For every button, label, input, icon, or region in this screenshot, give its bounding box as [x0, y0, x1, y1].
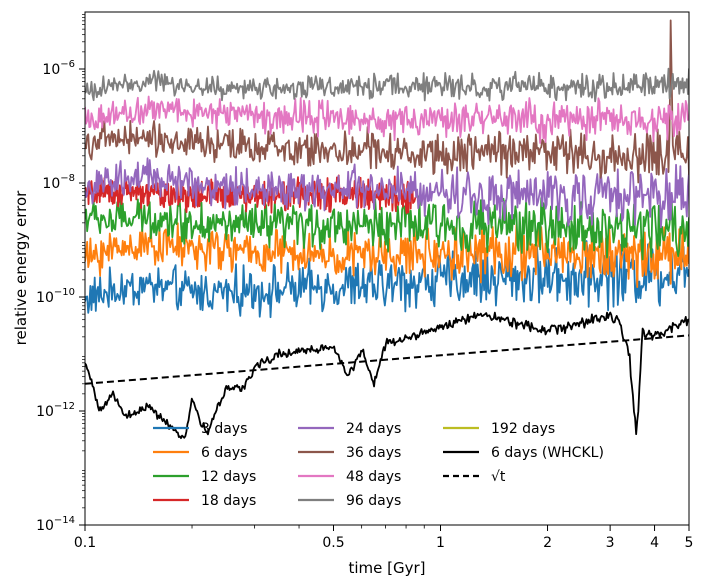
- x-tick-label: 4: [650, 535, 659, 551]
- y-tick-exponent: −6: [60, 59, 75, 70]
- x-axis-ticks: 0.1 0.5 1 2 3 4 5: [74, 525, 694, 551]
- legend-entry-12-days: 12 days: [153, 469, 256, 485]
- plot-frame: [84, 11, 690, 526]
- x-tick-label: 0.1: [74, 535, 96, 551]
- x-axis-label: time [Gyr]: [348, 559, 425, 577]
- y-tick-base: 10: [42, 62, 60, 78]
- x-tick-label: 0.5: [322, 535, 344, 551]
- series-line-18-days: [85, 174, 417, 215]
- legend-label: 96 days: [346, 493, 401, 509]
- legend-entry-48-days: 48 days: [298, 469, 401, 485]
- legend-label: 36 days: [346, 445, 401, 461]
- legend-label: 3 days: [201, 421, 247, 437]
- y-tick-base: 10: [42, 176, 60, 192]
- y-tick-base: 10: [36, 518, 54, 534]
- y-tick-exponent: −10: [54, 287, 75, 298]
- y-tick-exponent: −14: [54, 515, 75, 526]
- series-line-3-days: [85, 240, 689, 319]
- x-tick-label: 3: [606, 535, 615, 551]
- legend-label: 192 days: [491, 421, 555, 437]
- series-line-12-days: [85, 195, 689, 261]
- legend-entry-3-days: 3 days: [153, 421, 247, 437]
- legend-entry-6-days-whckl: 6 days (WHCKL): [443, 445, 604, 461]
- legend-entry-192-days: 192 days: [443, 421, 555, 437]
- legend-entry-t: √t: [443, 469, 506, 485]
- y-tick-exponent: −12: [54, 401, 75, 412]
- series-line-6-days-whckl: [85, 311, 689, 440]
- legend-entry-36-days: 36 days: [298, 445, 401, 461]
- legend-label: 6 days: [201, 445, 247, 461]
- legend-entry-24-days: 24 days: [298, 421, 401, 437]
- series-layer: [85, 19, 689, 440]
- y-tick-label: 10−12: [36, 401, 75, 420]
- x-tick-label: 1: [436, 535, 445, 551]
- y-tick-label: 10−8: [42, 173, 75, 192]
- y-tick-label: 10−14: [36, 515, 75, 534]
- legend-label: 12 days: [201, 469, 256, 485]
- series-line-96-days: [85, 67, 689, 103]
- legend-label: 24 days: [346, 421, 401, 437]
- legend-label: 18 days: [201, 493, 256, 509]
- series-line-t: [85, 334, 689, 385]
- y-tick-label: 10−10: [36, 287, 75, 306]
- legend-entry-6-days: 6 days: [153, 445, 247, 461]
- y-tick-base: 10: [36, 290, 54, 306]
- x-tick-label: 5: [685, 535, 694, 551]
- legend-entry-96-days: 96 days: [298, 493, 401, 509]
- x-tick-label: 2: [543, 535, 552, 551]
- series-line-24-days: [85, 157, 689, 229]
- legend: 3 days 6 days 12 days 18 days 24 days 36 days…: [153, 421, 604, 509]
- y-axis-label: relative energy error: [12, 190, 30, 346]
- series-line-36-days: [85, 19, 689, 184]
- legend-label: 48 days: [346, 469, 401, 485]
- legend-label: 6 days (WHCKL): [491, 445, 604, 461]
- legend-label: √t: [491, 469, 506, 485]
- legend-entry-18-days: 18 days: [153, 493, 256, 509]
- series-line-48-days: [85, 95, 689, 144]
- y-tick-exponent: −8: [60, 173, 75, 184]
- y-tick-base: 10: [36, 404, 54, 420]
- y-tick-label: 10−6: [42, 59, 75, 78]
